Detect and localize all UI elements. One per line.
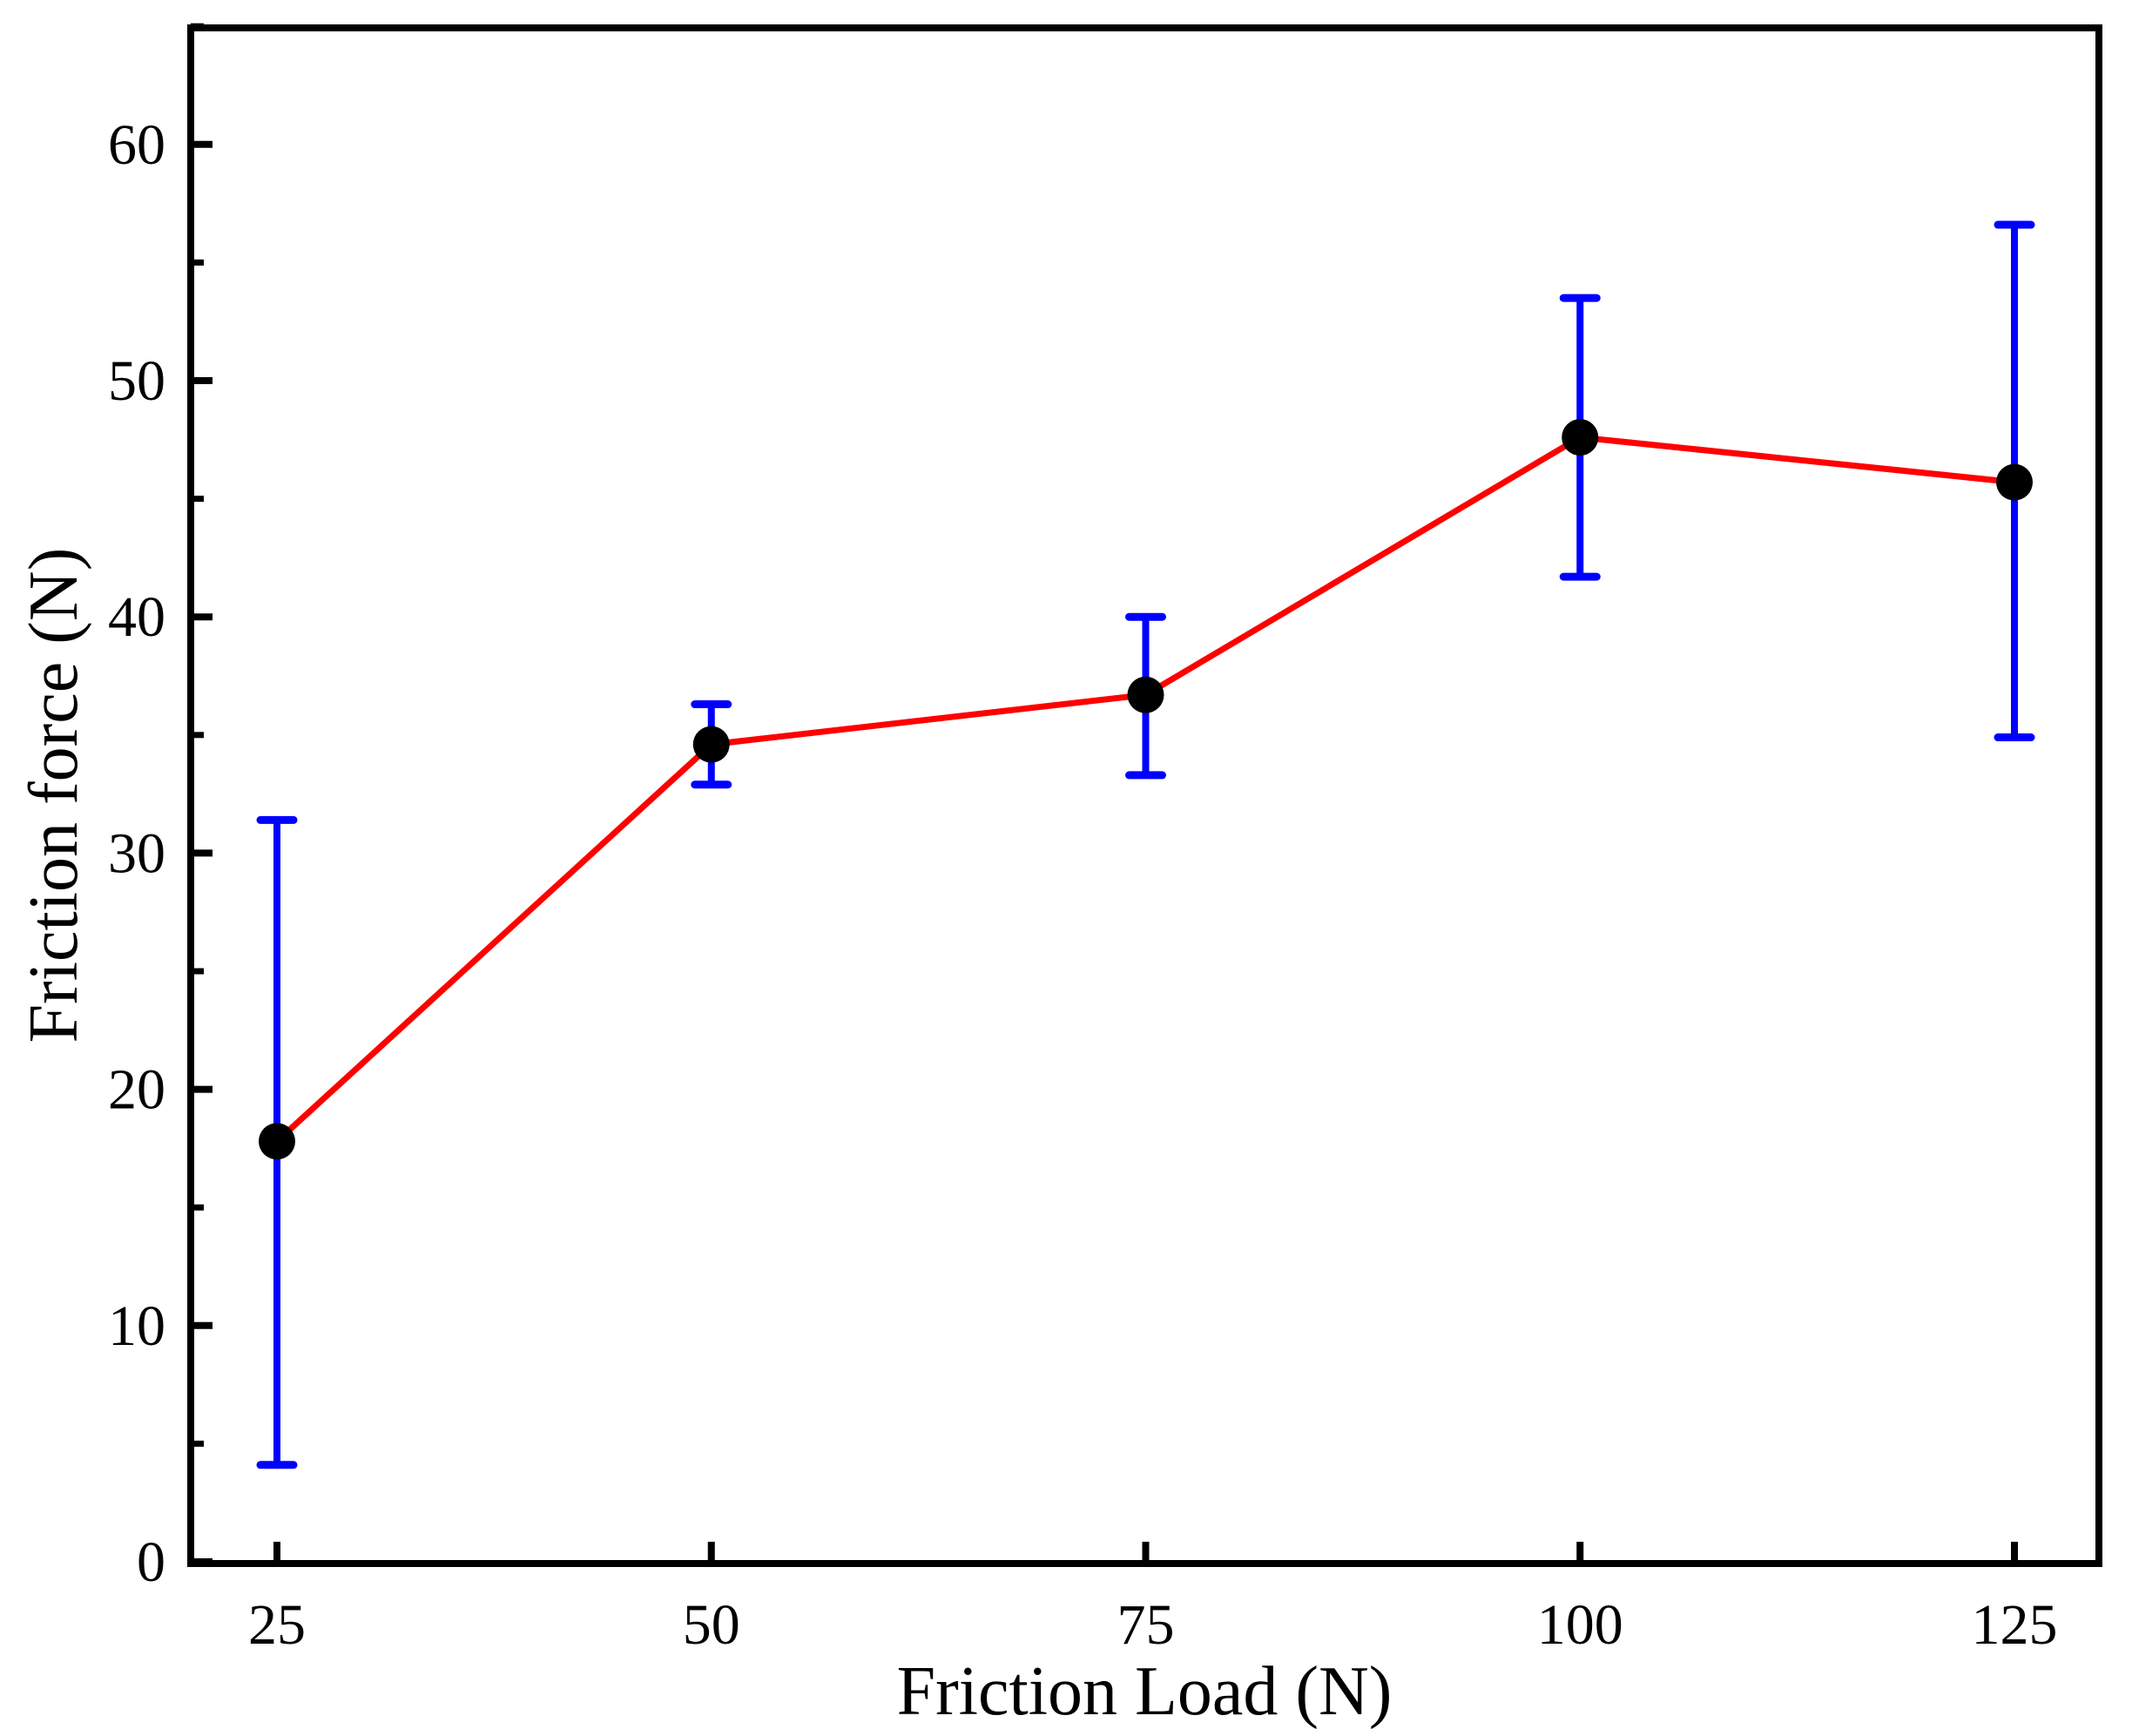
x-axis-title: Friction Load (N) [897, 1653, 1393, 1730]
x-axis: 25 50 75 100 125 [248, 1542, 2058, 1657]
y-tick-label: 50 [108, 349, 165, 413]
y-tick-label: 40 [108, 585, 165, 649]
x-tick-label: 75 [1117, 1593, 1175, 1657]
y-tick-label: 20 [108, 1058, 165, 1122]
data-point-marker [1996, 463, 2033, 501]
series-line [273, 434, 2018, 1145]
y-tick-label: 60 [108, 113, 165, 177]
y-tick-label: 30 [108, 821, 165, 885]
x-tick-label: 50 [683, 1593, 740, 1657]
y-axis: 0 10 20 30 40 50 60 [108, 23, 213, 1594]
data-point-marker [1562, 419, 1599, 456]
x-tick-label: 25 [248, 1593, 306, 1657]
x-tick-label: 100 [1537, 1593, 1623, 1657]
data-point-marker [259, 1123, 295, 1160]
y-tick-label: 10 [108, 1294, 165, 1358]
y-axis-title: Friction force (N) [16, 548, 92, 1044]
data-point-marker [692, 726, 730, 763]
plot-frame [187, 24, 2102, 1567]
x-tick-label: 125 [1972, 1593, 2058, 1657]
y-tick-label: 0 [137, 1530, 165, 1594]
data-point-marker [1127, 676, 1164, 713]
plot-area [256, 220, 2035, 1469]
